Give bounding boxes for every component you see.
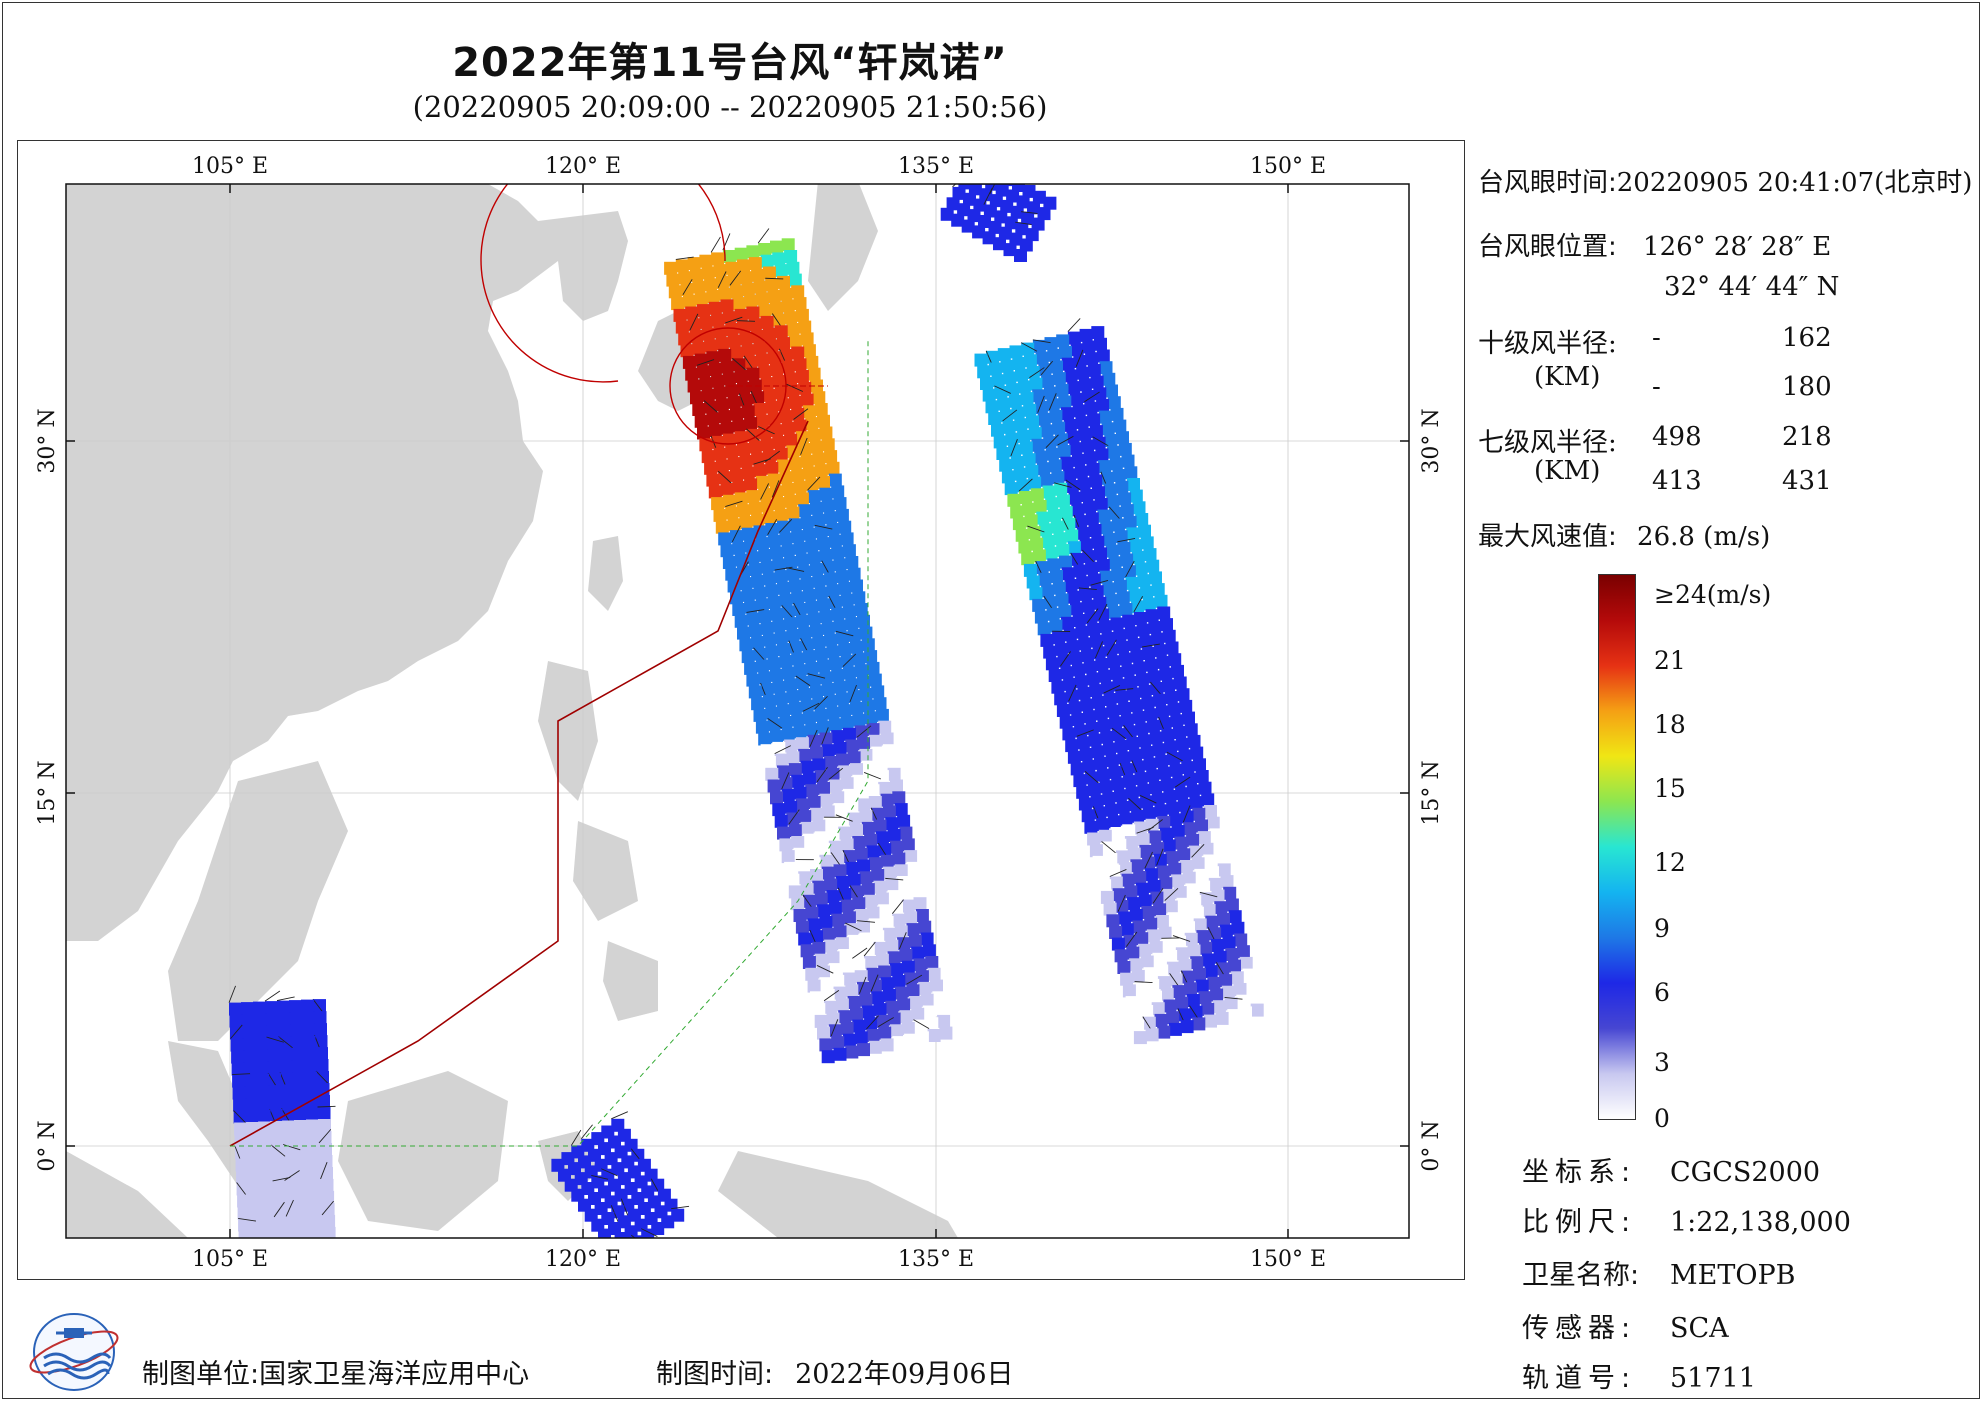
max-wind-value: 26.8 (m/s) <box>1637 522 1771 552</box>
eye-lon-value: 126° 28′ 28″ E <box>1643 232 1832 262</box>
lat-label-left-0: 0° N <box>35 1120 60 1171</box>
land-masses <box>66 184 958 1238</box>
map-title: 2022年第11号台风“轩岚诺” <box>452 40 1008 86</box>
r7-row2-a: 413 <box>1652 466 1702 496</box>
sensor-value: SCA <box>1670 1313 1729 1344</box>
lon-label-top-150: 150° E <box>1250 154 1326 179</box>
sumatra <box>66 1151 188 1238</box>
map-panel: 105° E 120° E 135° E 150° E 105° E 120° … <box>17 140 1465 1280</box>
wind-swaths <box>228 184 1264 1238</box>
lon-label-bottom-135: 135° E <box>898 1247 974 1272</box>
eye-time-row: 台风眼时间:20220905 20:41:07(北京时) <box>1478 162 1972 199</box>
r10-row2-b: 180 <box>1782 372 1832 402</box>
colorbar-label-24: ≥24(m/s) <box>1654 580 1772 609</box>
date-row: 制图时间: 2022年09月06日 <box>656 1352 1014 1391</box>
r10-unit: (KM) <box>1534 362 1601 392</box>
max-wind-row: 最大风速值: 26.8 (m/s) <box>1478 516 1770 553</box>
r10-row1-a: - <box>1652 323 1661 353</box>
sensor-label: 传感器: <box>1522 1313 1637 1344</box>
maritime-boundary <box>229 420 809 1147</box>
sensor-row: 传感器: SCA <box>1522 1306 1729 1345</box>
lon-label-bottom-105: 105° E <box>192 1247 268 1272</box>
new-guinea <box>718 1151 958 1238</box>
r7-row1-b: 218 <box>1782 422 1832 452</box>
satellite-label: 卫星名称: <box>1522 1260 1640 1291</box>
eye-pos-label: 台风眼位置: <box>1478 232 1617 262</box>
scale-row: 比例尺: 1:22,138,000 <box>1522 1200 1851 1239</box>
r7-unit: (KM) <box>1534 456 1601 486</box>
colorbar-label-15: 15 <box>1654 774 1686 803</box>
max-wind-label: 最大风速值: <box>1478 522 1617 552</box>
dashed-line <box>230 341 869 1147</box>
colorbar-label-18: 18 <box>1654 710 1686 739</box>
crs-row: 坐标系: CGCS2000 <box>1522 1150 1820 1189</box>
eye-lat-value: 32° 44′ 44″ N <box>1664 272 1840 302</box>
r10-row1-b: 162 <box>1782 323 1832 353</box>
crs-value: CGCS2000 <box>1670 1157 1821 1188</box>
colorbar-label-12: 12 <box>1654 848 1686 877</box>
map-subtitle: (20220905 20:09:00 -- 20220905 21:50:56) <box>412 90 1048 124</box>
colorbar-label-0: 0 <box>1654 1104 1670 1133</box>
wind-field-map: 105° E 120° E 135° E 150° E 105° E 120° … <box>35 154 1444 1272</box>
org-value: 国家卫星海洋应用中心 <box>259 1359 530 1390</box>
lon-label-bottom-150: 150° E <box>1250 1247 1326 1272</box>
orbit-row: 轨道号: 51711 <box>1522 1356 1756 1395</box>
crs-label: 坐标系: <box>1522 1157 1637 1188</box>
lat-label-left-30: 30° N <box>35 408 60 473</box>
lat-label-left-15: 15° N <box>35 760 60 825</box>
lon-label-top-135: 135° E <box>898 154 974 179</box>
r7-row2-b: 431 <box>1782 466 1832 496</box>
r7-label: 七级风半径: <box>1478 428 1617 458</box>
eye-position-row: 台风眼位置: 126° 28′ 28″ E <box>1478 226 1831 263</box>
colorbar-label-9: 9 <box>1654 914 1670 943</box>
eye-time-label: 台风眼时间: <box>1478 168 1617 198</box>
scale-label: 比例尺: <box>1522 1207 1637 1238</box>
lat-label-right-0: 0° N <box>1419 1120 1444 1171</box>
lon-label-top-105: 105° E <box>192 154 268 179</box>
r10-row2-a: - <box>1652 372 1661 402</box>
r7-row1-a: 498 <box>1652 422 1702 452</box>
lon-label-top-120: 120° E <box>545 154 621 179</box>
china-mainland <box>66 184 578 941</box>
scale-value: 1:22,138,000 <box>1670 1207 1851 1238</box>
colorbar-label-6: 6 <box>1654 978 1670 1007</box>
eye-time-value: 20220905 20:41:07(北京时) <box>1616 168 1973 198</box>
date-value: 2022年09月06日 <box>795 1359 1014 1390</box>
org-label: 制图单位: <box>142 1359 260 1390</box>
lat-label-right-30: 30° N <box>1419 408 1444 473</box>
date-label: 制图时间: <box>656 1359 774 1390</box>
satellite-row: 卫星名称: METOPB <box>1522 1253 1796 1292</box>
r10-label: 十级风半径: <box>1478 329 1617 359</box>
lat-label-right-15: 15° N <box>1419 760 1444 825</box>
colorbar-label-21: 21 <box>1654 646 1686 675</box>
org-row: 制图单位:国家卫星海洋应用中心 <box>142 1352 529 1391</box>
colorbar-label-3: 3 <box>1654 1048 1670 1077</box>
orbit-value: 51711 <box>1670 1363 1756 1394</box>
satellite-value: METOPB <box>1670 1260 1796 1291</box>
borneo <box>338 1071 508 1231</box>
orbit-label: 轨道号: <box>1522 1363 1637 1394</box>
nsoas-logo-icon <box>29 1313 119 1391</box>
colorbar <box>1598 574 1636 1120</box>
plot-frame <box>65 183 1410 1239</box>
taiwan <box>588 536 623 611</box>
philippines <box>538 661 658 1021</box>
indochina <box>168 761 348 1041</box>
lon-label-bottom-120: 120° E <box>545 1247 621 1272</box>
